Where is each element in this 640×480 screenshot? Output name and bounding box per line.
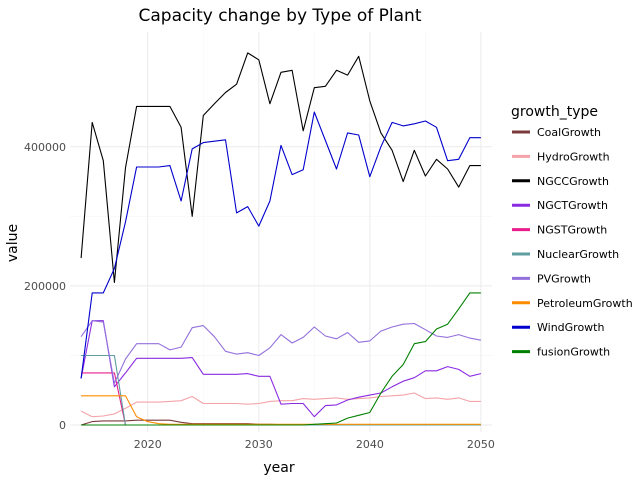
x-tick-label: 2030 xyxy=(245,438,273,451)
series-line-ngctgrowth xyxy=(80,320,482,418)
legend-label-ngstgrowth: NGSTGrowth xyxy=(537,224,607,237)
series-line-windgrowth xyxy=(80,111,481,379)
series-line-pvgrowth xyxy=(80,320,482,384)
series-line-ngccgrowth xyxy=(80,52,481,283)
series-line-hydrogrowth xyxy=(80,392,481,418)
legend-label-ngctgrowth: NGCTGrowth xyxy=(537,199,608,212)
legend-label-fusiongrowth: fusionGrowth xyxy=(537,346,610,359)
legend-label-windgrowth: WindGrowth xyxy=(537,321,604,334)
series-line-petroleumgrowth xyxy=(81,395,481,425)
legend-title: growth_type xyxy=(511,104,598,120)
x-tick-label: 2020 xyxy=(134,438,162,451)
x-axis: 2020 2030 2040 2050 xyxy=(134,438,495,451)
legend-label-nucleargrowth: NuclearGrowth xyxy=(537,248,619,261)
y-axis-title: value xyxy=(5,224,21,262)
legend: growth_type CoalGrowth HydroGrowth NGCCGro… xyxy=(511,104,633,359)
legend-label-coalgrowth: CoalGrowth xyxy=(537,126,601,139)
series-line-fusiongrowth xyxy=(81,292,481,426)
legend-label-pvgrowth: PVGrowth xyxy=(537,272,591,285)
x-axis-title: year xyxy=(263,460,294,476)
x-tick-label: 2040 xyxy=(356,438,384,451)
y-tick-label: 400000 xyxy=(24,141,66,154)
y-tick-label: 0 xyxy=(59,419,66,432)
series-layer xyxy=(80,52,482,426)
legend-label-hydrogrowth: HydroGrowth xyxy=(537,150,610,163)
y-tick-label: 200000 xyxy=(24,280,66,293)
x-tick-label: 2050 xyxy=(467,438,495,451)
legend-label-ngccgrowth: NGCCGrowth xyxy=(537,175,609,188)
chart-title: Capacity change by Type of Plant xyxy=(139,6,422,26)
y-axis: 0 200000 400000 xyxy=(24,141,66,432)
legend-label-petroleumgrowth: PetroleumGrowth xyxy=(537,297,633,310)
